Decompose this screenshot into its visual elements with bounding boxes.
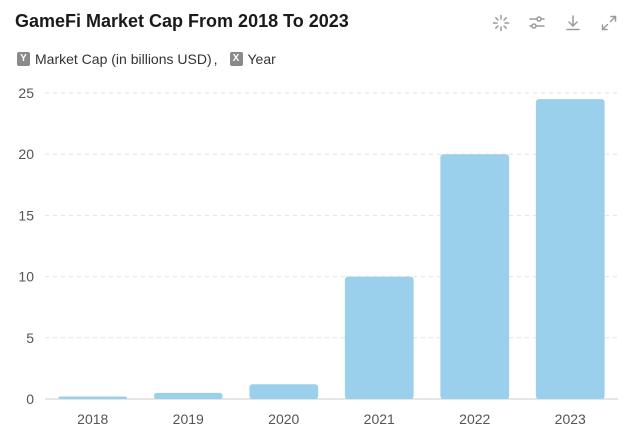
bar-2023 [535, 99, 605, 400]
bar-2020 [249, 384, 319, 399]
y-tick-label: 25 [18, 85, 34, 101]
y-axis-legend-label: Market Cap (in billions USD) [35, 51, 212, 67]
y-tick-label: 20 [18, 146, 34, 162]
x-axis-legend-label: Year [247, 51, 276, 67]
x-tick-label: 2019 [173, 411, 204, 427]
x-tick-label: 2020 [268, 411, 299, 427]
chart-title: GameFi Market Cap From 2018 To 2023 [15, 11, 349, 31]
y-tick-label: 10 [18, 269, 34, 285]
x-tick-label: 2018 [77, 411, 108, 427]
y-tick-label: 0 [26, 391, 34, 407]
axis-legend: Y Market Cap (in billions USD) , X Year [17, 51, 276, 67]
bar-2018 [58, 396, 128, 399]
magic-sparkle-icon[interactable] [492, 14, 510, 32]
x-axis-badge: X [229, 52, 243, 66]
sliders-icon[interactable] [528, 14, 546, 32]
bar-2019 [153, 392, 223, 399]
expand-icon[interactable] [600, 14, 618, 32]
chart-toolbar [492, 14, 618, 32]
y-tick-label: 5 [26, 330, 34, 346]
y-tick-label: 15 [18, 207, 34, 223]
y-axis-badge: Y [17, 52, 30, 66]
legend-separator: , [213, 51, 218, 67]
x-tick-label: 2021 [364, 411, 395, 427]
x-tick-label: 2022 [459, 411, 490, 427]
x-tick-label: 2023 [555, 411, 586, 427]
bar-2021 [344, 276, 414, 399]
bar-2022 [440, 154, 510, 399]
download-icon[interactable] [564, 14, 582, 32]
